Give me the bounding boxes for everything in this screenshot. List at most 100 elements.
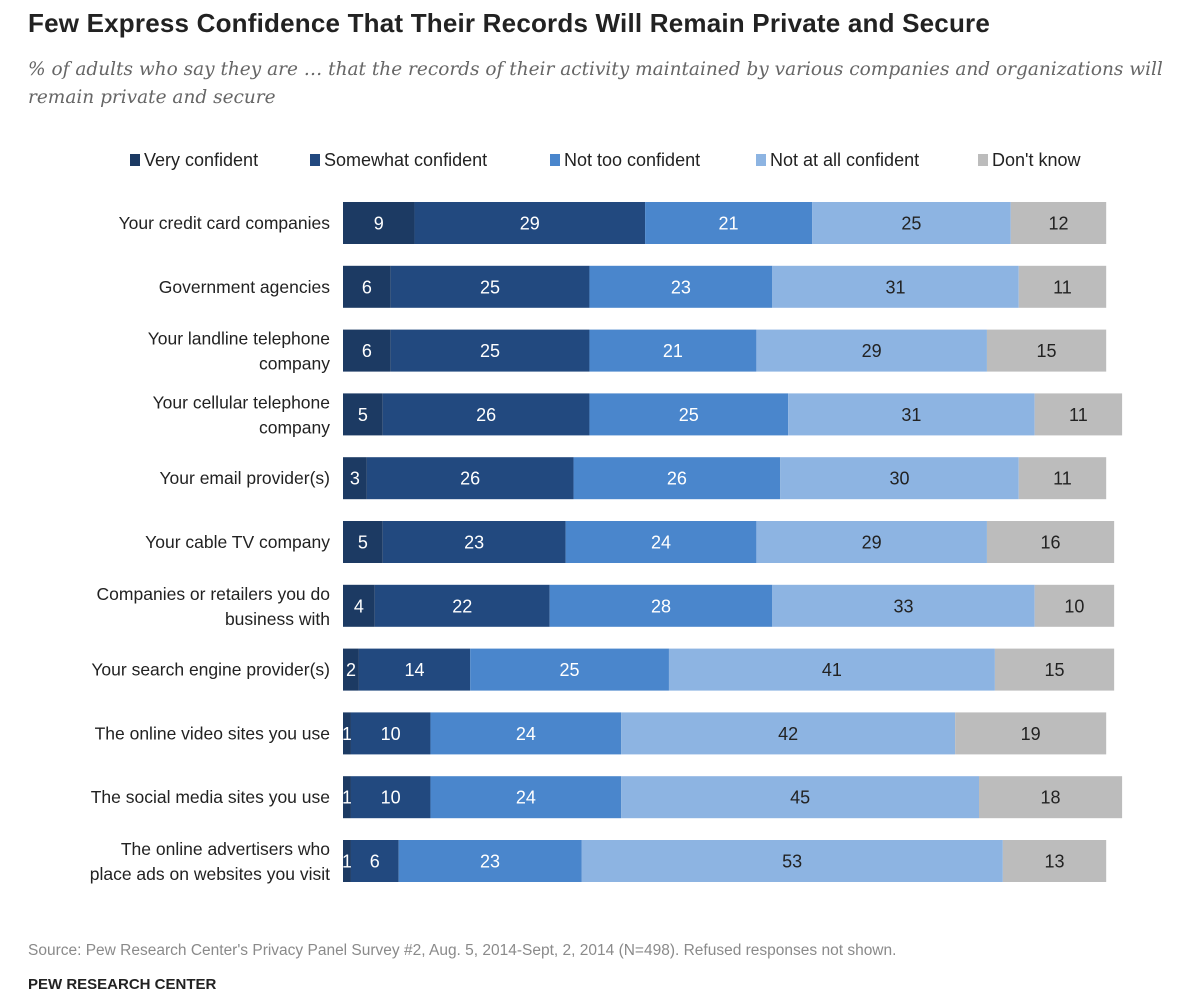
bar-segment [589, 393, 789, 436]
bar-segment [374, 584, 550, 627]
chart-row: Government agencies 6 25 23 31 11 [159, 265, 1107, 308]
bar-segment [549, 584, 773, 627]
bar-segment [343, 648, 359, 691]
category-label: The online advertisers who place ads on w… [90, 839, 330, 884]
bar-segment [986, 329, 1107, 372]
data-label: 25 [560, 660, 580, 680]
bar-segment [788, 393, 1035, 436]
legend-label: Don't know [992, 150, 1081, 170]
chart-row: Your email provider(s) 3 26 26 30 11 [159, 457, 1107, 500]
legend-label: Very confident [144, 150, 258, 170]
bar-segment [1034, 393, 1123, 436]
data-label: 1 [342, 724, 352, 744]
data-label: 5 [358, 533, 368, 553]
data-label: 25 [901, 214, 921, 234]
data-label: 14 [405, 660, 425, 680]
data-label: 10 [381, 724, 401, 744]
data-label: 4 [354, 596, 364, 616]
data-label: 25 [480, 341, 500, 361]
bar-segment [430, 712, 622, 755]
data-label: 6 [362, 277, 372, 297]
bar-segment [756, 521, 987, 563]
bar-segment [772, 265, 1019, 308]
data-label: 24 [516, 724, 536, 744]
bar-segment [390, 329, 590, 372]
legend-item: Don't know [978, 150, 1081, 170]
bar-segment [343, 265, 391, 308]
category-label: Your landline telephone company [148, 329, 331, 374]
bar-segment [390, 265, 590, 308]
data-label: 42 [778, 724, 798, 744]
category-label: Your credit card companies [119, 213, 331, 233]
bar-segment [573, 457, 781, 500]
bar-segment [668, 648, 995, 691]
chart-row: Your landline telephone company 6 25 21 29 15 [148, 329, 1107, 374]
bar-segment [589, 329, 757, 372]
bar-segment [1002, 840, 1107, 882]
data-label: 29 [862, 533, 882, 553]
bar-segment [994, 648, 1115, 691]
chart-row: Your cable TV company 5 23 24 29 16 [145, 521, 1115, 563]
category-label: Government agencies [159, 277, 330, 297]
data-label: 33 [893, 596, 913, 616]
legend-swatch [310, 154, 320, 166]
bar-segment [581, 840, 1003, 882]
stacked-bar-chart: Very confident Somewhat confident Not too … [90, 150, 1123, 884]
bar-segment [1018, 265, 1107, 308]
data-label: 29 [862, 341, 882, 361]
legend-item: Somewhat confident [310, 150, 487, 170]
chart-title: Few Express Confidence That Their Record… [28, 8, 991, 38]
bar-segment [812, 202, 1011, 244]
bar-segment [358, 648, 471, 691]
data-label: 15 [1037, 341, 1057, 361]
data-label: 21 [663, 341, 683, 361]
bar-segment [350, 776, 431, 819]
bar-segment [955, 712, 1107, 755]
chart-row: Companies or retailers you do business wi… [97, 584, 1115, 629]
bar-segment [350, 712, 431, 755]
legend-label: Somewhat confident [324, 150, 487, 170]
data-label: 25 [480, 277, 500, 297]
organization-name: PEW RESEARCH CENTER [28, 976, 217, 993]
bar-segment [589, 265, 773, 308]
bar-segment [398, 840, 582, 882]
bar-segment [343, 393, 383, 436]
category-label: Your cellular telephone company [153, 392, 331, 437]
data-label: 2 [346, 660, 356, 680]
legend-label: Not too confident [564, 150, 700, 170]
data-label: 15 [1045, 660, 1065, 680]
bar-segment [645, 202, 813, 244]
data-label: 1 [342, 788, 352, 808]
bar-segment [470, 648, 669, 691]
data-label: 10 [381, 788, 401, 808]
chart-row: The online advertisers who place ads on w… [90, 839, 1107, 884]
category-label: The social media sites you use [91, 787, 330, 807]
bar-segment [756, 329, 987, 372]
bar-segment [772, 584, 1035, 627]
data-label: 45 [790, 788, 810, 808]
bar-segment [1018, 457, 1107, 500]
bar-segment [430, 776, 622, 819]
data-label: 24 [516, 788, 536, 808]
data-label: 23 [464, 533, 484, 553]
legend-swatch [978, 154, 988, 166]
data-label: 3 [350, 469, 360, 489]
legend-label: Not at all confident [770, 150, 919, 170]
data-label: 12 [1048, 214, 1068, 234]
legend-swatch [756, 154, 766, 166]
bar-segment [343, 584, 375, 627]
category-label: Your cable TV company [145, 532, 330, 552]
bar-segment [780, 457, 1019, 500]
data-label: 30 [889, 469, 909, 489]
legend-swatch [130, 154, 140, 166]
bar-segment [343, 712, 351, 755]
data-label: 22 [452, 596, 472, 616]
legend-item: Very confident [130, 150, 258, 170]
data-label: 25 [679, 405, 699, 425]
chart-row: The online video sites you use 1 10 24 42 19 [95, 712, 1107, 755]
data-label: 26 [667, 469, 687, 489]
data-label: 6 [370, 852, 380, 872]
bar-segment [366, 457, 574, 500]
chart-row: Your cellular telephone company 5 26 25 31 11 [153, 392, 1123, 437]
chart-row: Your search engine provider(s) 2 14 25 41 15 [91, 648, 1115, 691]
